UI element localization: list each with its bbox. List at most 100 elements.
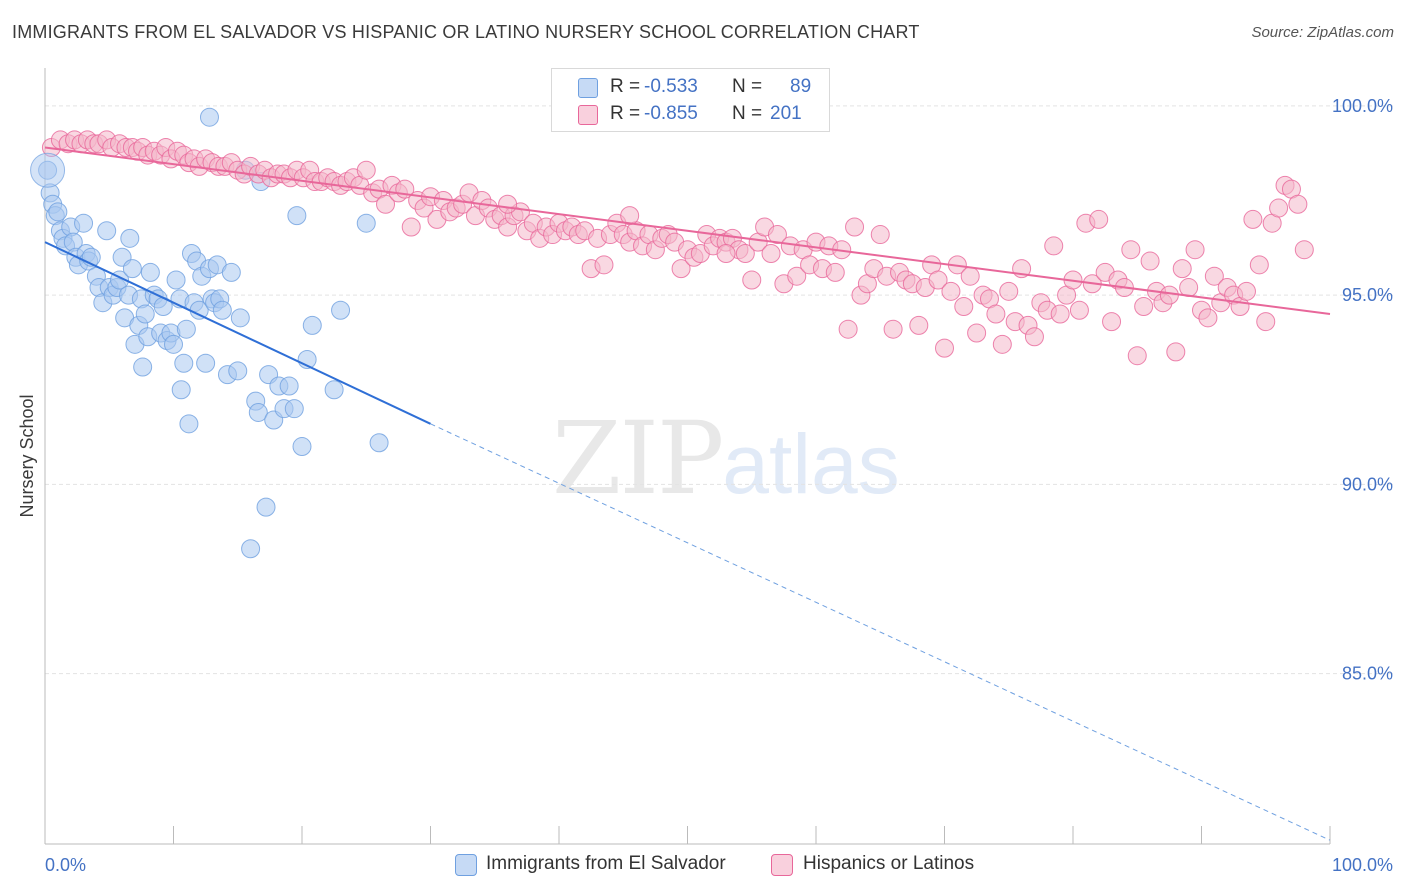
point-hispanic xyxy=(883,319,903,339)
source-label: Source: ZipAtlas.com xyxy=(1251,24,1394,41)
chart-title: IMMIGRANTS FROM EL SALVADOR VS HISPANIC … xyxy=(12,22,920,42)
point-hispanic xyxy=(1127,346,1147,366)
point-hispanic xyxy=(825,262,845,282)
point-el-salvador xyxy=(164,334,183,354)
point-el-salvador xyxy=(135,304,155,324)
point-hispanic xyxy=(838,319,858,339)
point-hispanic xyxy=(1179,278,1199,298)
point-el-salvador xyxy=(176,319,196,339)
point-hispanic xyxy=(1069,300,1089,320)
point-el-salvador xyxy=(302,315,322,335)
point-el-salvador xyxy=(74,213,94,233)
point-el-salvador xyxy=(356,213,376,233)
point-el-salvador xyxy=(292,437,312,457)
point-hispanic xyxy=(1134,296,1154,316)
point-hispanic xyxy=(1185,240,1205,260)
point-hispanic xyxy=(870,225,890,245)
point-hispanic xyxy=(1172,259,1192,279)
legend-label-hispanic: Hispanics or Latinos xyxy=(803,853,975,874)
point-hispanic xyxy=(767,225,787,245)
point-hispanic xyxy=(954,296,974,316)
point-hispanic xyxy=(356,160,376,180)
point-hispanic xyxy=(1243,209,1263,229)
point-el-salvador xyxy=(174,353,194,373)
trend-line-el-salvador xyxy=(44,241,431,425)
point-hispanic xyxy=(594,255,614,275)
point-el-salvador xyxy=(324,380,344,400)
point-hispanic xyxy=(716,243,736,263)
y-axis-label: Nursery School xyxy=(17,394,37,517)
point-hispanic xyxy=(376,194,396,214)
point-el-salvador xyxy=(248,402,268,422)
x-tick-label: 0.0% xyxy=(45,855,86,875)
legend-swatch-hispanic xyxy=(578,105,598,125)
point-el-salvador xyxy=(228,361,248,381)
point-hispanic xyxy=(742,270,762,290)
trend-line-hispanic xyxy=(44,146,1331,316)
point-el-salvador xyxy=(369,433,389,453)
point-el-salvador xyxy=(221,262,241,282)
series-legend: Immigrants from El Salvador Hispanics or… xyxy=(0,851,1406,879)
point-el-salvador xyxy=(179,414,199,434)
watermark-atlas: atlas xyxy=(722,417,900,511)
point-el-salvador xyxy=(284,399,304,419)
legend-swatch-el-salvador xyxy=(578,78,598,98)
legend-label-el-salvador: Immigrants from El Salvador xyxy=(486,853,726,874)
point-el-salvador xyxy=(199,107,219,127)
point-hispanic xyxy=(498,194,518,214)
point-el-salvador xyxy=(230,308,250,328)
point-hispanic xyxy=(1198,308,1218,328)
point-hispanic xyxy=(941,281,961,301)
point-el-salvador xyxy=(140,262,160,282)
point-el-salvador xyxy=(279,376,299,396)
legend-row-el-salvador: R = -0.533 N = 89 xyxy=(552,74,829,100)
point-hispanic xyxy=(1294,240,1314,260)
legend-n-value: 201 xyxy=(770,103,802,124)
point-hispanic xyxy=(787,266,807,286)
point-hispanic xyxy=(1050,304,1070,324)
legend-r-value: -0.533 xyxy=(644,76,698,97)
point-el-salvador xyxy=(331,300,351,320)
point-hispanic xyxy=(1140,251,1160,271)
point-hispanic xyxy=(992,334,1012,354)
point-el-salvador xyxy=(30,152,66,188)
legend-swatch-hispanic xyxy=(771,854,793,876)
point-el-salvador xyxy=(212,300,232,320)
y-tick-label: 95.0% xyxy=(1342,285,1393,305)
point-hispanic xyxy=(671,259,691,279)
point-hispanic xyxy=(1269,198,1289,218)
legend-r-label: R = xyxy=(610,103,641,124)
point-hispanic xyxy=(1236,281,1256,301)
point-hispanic xyxy=(1166,342,1186,362)
correlation-legend: R = -0.533 N = 89 R = -0.855 N = 201 xyxy=(551,68,830,132)
watermark: ZIPatlas xyxy=(552,400,900,517)
point-el-salvador xyxy=(196,353,216,373)
point-hispanic xyxy=(960,266,980,286)
point-hispanic xyxy=(1159,285,1179,305)
point-el-salvador xyxy=(122,259,142,279)
watermark-zip: ZIP xyxy=(552,400,724,517)
point-hispanic xyxy=(401,217,421,237)
point-hispanic xyxy=(909,315,929,335)
trend-line-el-salvador-extension xyxy=(430,423,1331,841)
legend-n-value: 89 xyxy=(790,76,812,97)
y-tick-label: 90.0% xyxy=(1342,474,1393,494)
point-hispanic xyxy=(735,243,755,263)
point-hispanic xyxy=(986,304,1006,324)
point-hispanic xyxy=(761,243,781,263)
point-hispanic xyxy=(935,338,954,358)
point-hispanic xyxy=(967,323,987,343)
point-el-salvador xyxy=(120,228,140,248)
legend-swatch-el-salvador xyxy=(455,854,477,876)
point-hispanic xyxy=(1256,312,1276,332)
legend-r-value: -0.855 xyxy=(644,103,698,124)
y-tick-label: 100.0% xyxy=(1332,96,1393,116)
legend-r-label: R = xyxy=(610,76,641,97)
point-hispanic xyxy=(928,270,948,290)
point-hispanic xyxy=(1089,209,1109,229)
legend-n-label: N = xyxy=(732,76,763,97)
point-el-salvador xyxy=(171,380,191,400)
point-el-salvador xyxy=(48,202,68,222)
point-el-salvador xyxy=(256,497,276,517)
y-tick-label: 85.0% xyxy=(1342,664,1393,684)
